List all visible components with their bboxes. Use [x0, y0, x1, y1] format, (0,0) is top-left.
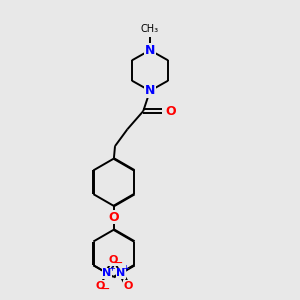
Text: O: O — [109, 211, 119, 224]
Text: CH₃: CH₃ — [141, 24, 159, 34]
Text: −: − — [99, 283, 110, 296]
Text: O: O — [123, 281, 133, 291]
Text: O: O — [95, 281, 104, 291]
Text: +: + — [108, 264, 115, 273]
Text: −: − — [113, 257, 124, 270]
Text: +: + — [122, 264, 129, 273]
Text: N: N — [102, 268, 112, 278]
Text: N: N — [116, 268, 125, 278]
Text: O: O — [109, 255, 118, 266]
Text: N: N — [145, 44, 155, 57]
Text: O: O — [166, 105, 176, 118]
Text: N: N — [145, 84, 155, 97]
Text: O: O — [110, 255, 119, 266]
